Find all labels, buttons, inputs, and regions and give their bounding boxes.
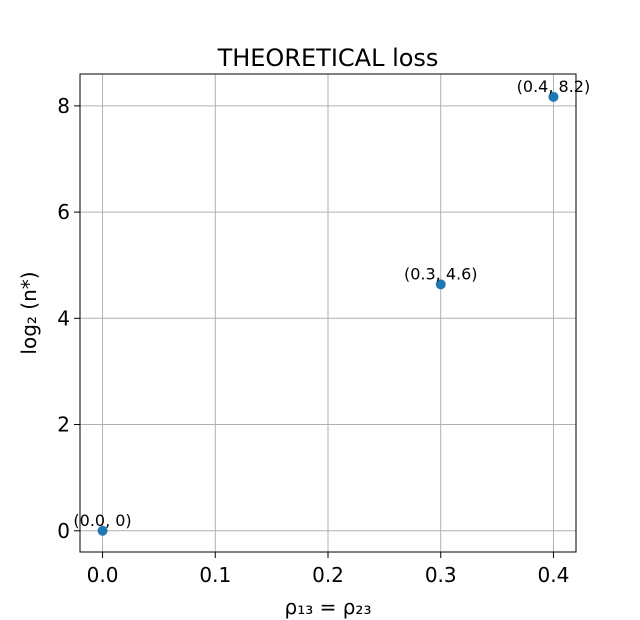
x-tick-label: 0.3 bbox=[425, 563, 457, 587]
scatter-point bbox=[548, 91, 559, 102]
x-tick-label: 0.2 bbox=[312, 563, 344, 587]
grid-lines bbox=[80, 74, 576, 552]
x-tick-label: 0.4 bbox=[538, 563, 570, 587]
y-tick-label: 8 bbox=[57, 94, 70, 118]
scatter-point bbox=[435, 279, 446, 290]
x-axis-ticks: 0.0 0.1 0.2 0.3 0.4 bbox=[87, 552, 570, 587]
y-tick-label: 2 bbox=[57, 413, 70, 437]
scatter-point bbox=[97, 525, 108, 536]
y-axis-label: log₂ (n*) bbox=[17, 271, 41, 354]
point-labels: (0.0, 0) (0.3, 4.6) (0.4, 8.2) bbox=[73, 77, 590, 530]
x-tick-label: 0.1 bbox=[199, 563, 231, 587]
y-tick-label: 6 bbox=[57, 200, 70, 224]
point-label: (0.4, 8.2) bbox=[517, 77, 591, 96]
x-tick-label: 0.0 bbox=[87, 563, 119, 587]
point-label: (0.0, 0) bbox=[73, 511, 131, 530]
y-tick-label: 0 bbox=[57, 519, 70, 543]
y-tick-label: 4 bbox=[57, 306, 70, 330]
scatter-points bbox=[97, 91, 559, 536]
x-axis-label: ρ₁₃ = ρ₂₃ bbox=[285, 595, 372, 619]
point-label: (0.3, 4.6) bbox=[404, 264, 478, 283]
chart-title: THEORETICAL loss bbox=[217, 44, 439, 72]
y-axis-ticks: 0 2 4 6 8 bbox=[57, 94, 80, 543]
